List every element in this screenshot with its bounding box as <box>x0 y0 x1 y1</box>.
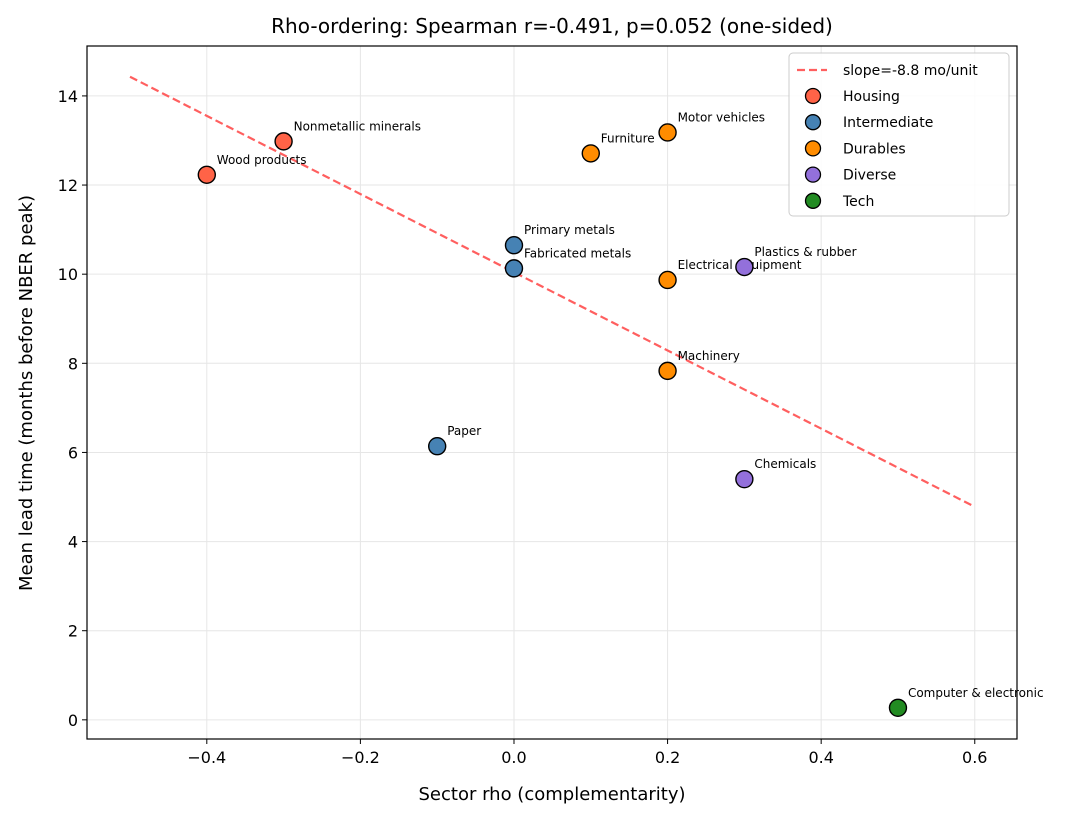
y-tick-label: 12 <box>58 176 78 195</box>
data-point <box>658 123 677 142</box>
legend-marker <box>804 140 822 157</box>
legend-label: Durables <box>843 141 906 157</box>
y-tick-label: 10 <box>58 265 78 284</box>
point-label: Primary metals <box>524 223 615 237</box>
y-tick-label: 0 <box>68 711 78 730</box>
point-label: Wood products <box>217 153 307 167</box>
x-tick-label: 0.0 <box>501 748 526 767</box>
x-tick-label: 0.4 <box>808 748 833 767</box>
chart-title: Rho-ordering: Spearman r=-0.491, p=0.052… <box>271 14 833 38</box>
legend-marker <box>804 166 822 183</box>
legend-label: slope=-8.8 mo/unit <box>843 63 978 79</box>
legend-label: Housing <box>843 89 900 105</box>
legend-label: Intermediate <box>843 115 933 131</box>
y-tick-label: 2 <box>68 622 78 641</box>
data-point <box>274 132 293 151</box>
data-point <box>427 437 447 456</box>
point-label: Chemicals <box>754 457 816 471</box>
ticks: −0.4 −0.2 0.0 0.2 0.4 0.6 0 2 4 6 8 10 12 14 <box>58 87 988 767</box>
y-tick-label: 8 <box>68 354 78 373</box>
data-point <box>504 259 524 278</box>
legend-marker <box>804 192 822 209</box>
point-label: Machinery <box>678 349 740 363</box>
points-group: Wood products Nonmetallic minerals Primary… <box>197 110 1044 718</box>
legend-label: Tech <box>842 194 874 210</box>
point-label: Nonmetallic minerals <box>294 119 421 133</box>
legend: slope=-8.8 mo/unit Housing Intermediate Dur… <box>788 52 1010 217</box>
point-label: Motor vehicles <box>678 110 765 124</box>
x-tick-label: −0.4 <box>187 748 226 767</box>
legend-marker <box>804 87 822 105</box>
data-point <box>735 257 754 277</box>
data-point <box>197 165 217 184</box>
point-label: Plastics & rubber <box>754 245 856 259</box>
y-tick-label: 4 <box>68 533 78 552</box>
y-tick-label: 6 <box>68 443 78 462</box>
y-axis-label: Mean lead time (months before NBER peak) <box>16 195 37 591</box>
fit-line <box>129 75 976 508</box>
y-tick-label: 14 <box>58 87 78 106</box>
data-point <box>735 469 754 489</box>
data-point <box>658 361 677 381</box>
point-label: Fabricated metals <box>524 246 631 260</box>
point-label: Furniture <box>601 131 655 145</box>
data-point <box>504 236 524 255</box>
data-point <box>581 144 600 163</box>
fit-line-group <box>129 75 976 508</box>
x-tick-label: 0.6 <box>962 748 987 767</box>
data-point <box>888 698 908 718</box>
point-label: Computer & electronic <box>908 686 1044 700</box>
data-point <box>658 270 677 290</box>
x-tick-label: −0.2 <box>341 748 380 767</box>
legend-marker <box>804 114 822 131</box>
x-axis-label: Sector rho (complementarity) <box>418 784 685 805</box>
plot-frame <box>86 45 1018 740</box>
point-label: Paper <box>447 424 481 438</box>
legend-label: Diverse <box>843 168 896 184</box>
legend-box <box>788 52 1010 217</box>
x-tick-label: 0.2 <box>655 748 680 767</box>
